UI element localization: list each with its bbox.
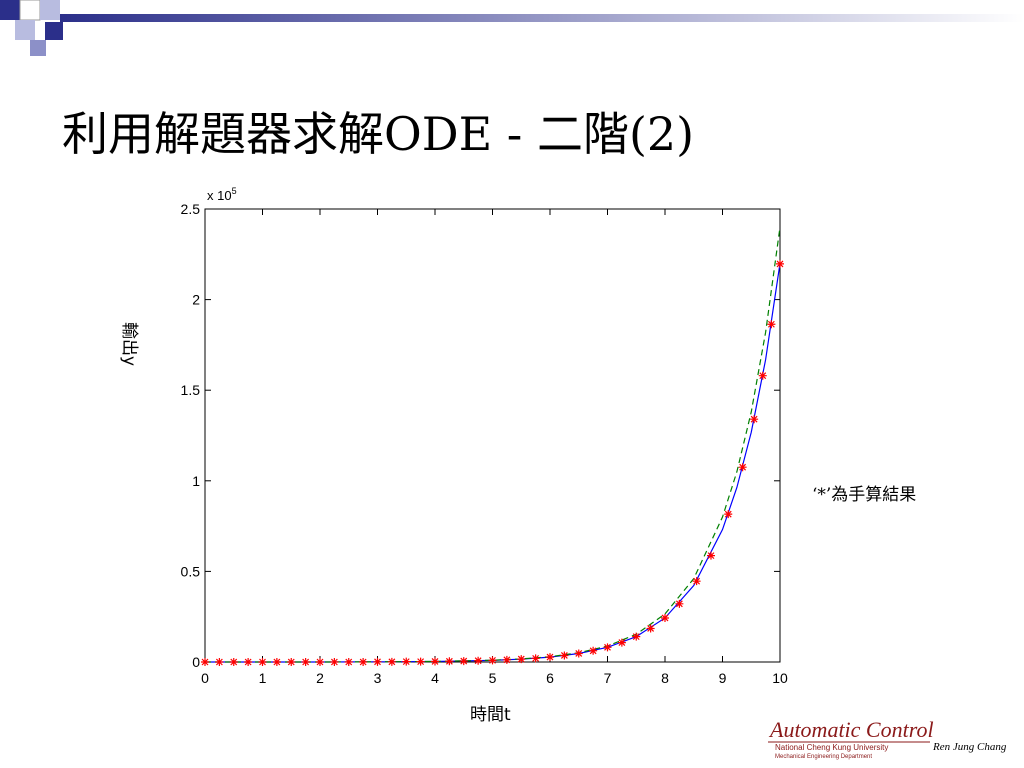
x-tick-label: 4 xyxy=(431,670,439,686)
data-marker xyxy=(589,646,598,655)
data-marker xyxy=(767,320,776,329)
slide-title: 利用解題器求解ODE - 二階(2) xyxy=(62,107,694,161)
data-marker xyxy=(316,658,324,666)
data-marker xyxy=(373,657,382,666)
y-exponent: x 105 xyxy=(207,186,237,203)
y-exponent-power: 5 xyxy=(232,186,237,196)
data-marker xyxy=(692,577,701,586)
x-tick-label: 2 xyxy=(316,670,324,686)
y-tick-label: 2 xyxy=(192,292,200,308)
x-tick-label: 6 xyxy=(546,670,554,686)
data-marker xyxy=(502,655,511,664)
data-marker xyxy=(632,632,641,641)
data-marker xyxy=(776,259,784,268)
data-marker xyxy=(474,656,483,665)
y-tick-label: 1 xyxy=(192,473,200,489)
annotation: ‘*’為手算結果 xyxy=(812,485,916,505)
deco-square xyxy=(0,0,20,20)
x-tick-label: 7 xyxy=(604,670,612,686)
data-marker xyxy=(459,657,468,666)
data-marker xyxy=(244,658,253,666)
logo-line: National Cheng Kung University xyxy=(775,743,888,752)
deco-square xyxy=(30,40,46,56)
data-marker xyxy=(531,654,540,663)
logo-author: Ren Jung Chang xyxy=(932,741,1007,753)
y-axis-label: 輸出y xyxy=(119,322,139,366)
x-tick-label: 1 xyxy=(259,670,267,686)
x-tick-label: 10 xyxy=(772,670,788,686)
data-marker xyxy=(574,649,583,658)
data-marker xyxy=(416,657,425,666)
data-marker xyxy=(344,658,353,666)
data-marker xyxy=(646,624,655,633)
y-tick-label: 2.5 xyxy=(181,201,201,217)
data-marker xyxy=(750,415,759,424)
data-marker xyxy=(661,613,669,622)
logo-title: Automatic Control xyxy=(768,717,934,742)
header-bar xyxy=(60,14,1024,22)
x-tick-label: 0 xyxy=(201,670,209,686)
data-marker xyxy=(517,655,526,664)
plot-area xyxy=(204,208,781,663)
data-marker xyxy=(738,463,747,472)
data-line xyxy=(205,227,781,663)
data-marker xyxy=(431,657,439,666)
data-marker xyxy=(488,656,497,665)
y-tick-label: 0 xyxy=(192,654,200,670)
deco-square xyxy=(15,20,35,40)
deco-square xyxy=(45,22,63,40)
data-marker xyxy=(272,658,281,666)
x-axis-label: 時間t xyxy=(470,705,511,725)
deco-square xyxy=(40,0,60,20)
data-marker xyxy=(603,643,612,652)
data-marker xyxy=(287,658,296,666)
data-marker xyxy=(215,658,224,666)
data-marker xyxy=(258,658,267,666)
data-marker xyxy=(724,510,733,519)
y-tick-label: 1.5 xyxy=(181,382,201,398)
data-marker xyxy=(546,653,554,662)
plot: 0 1 2 3 4 5 6 7 8 9 10 0 0.5 1 1.5 2 2.5 xyxy=(181,201,788,686)
data-marker xyxy=(617,638,626,647)
data-marker xyxy=(387,657,396,666)
data-marker xyxy=(359,658,368,666)
y-exponent-base: x 10 xyxy=(207,188,232,203)
deco-square xyxy=(19,0,41,21)
data-marker xyxy=(675,599,684,608)
data-marker xyxy=(402,657,411,666)
x-tick-label: 9 xyxy=(719,670,727,686)
logo-line: Mechanical Engineering Department xyxy=(775,754,872,760)
x-tick-label: 5 xyxy=(489,670,497,686)
data-marker xyxy=(707,551,715,560)
y-tick-label: 0.5 xyxy=(181,563,201,579)
data-marker xyxy=(758,371,767,380)
data-marker xyxy=(229,658,238,666)
data-marker xyxy=(201,658,209,666)
data-marker xyxy=(330,658,339,666)
data-marker xyxy=(301,658,310,666)
x-tick-label: 8 xyxy=(661,670,669,686)
data-marker xyxy=(560,651,569,660)
data-marker xyxy=(445,657,454,666)
x-tick-label: 3 xyxy=(374,670,382,686)
